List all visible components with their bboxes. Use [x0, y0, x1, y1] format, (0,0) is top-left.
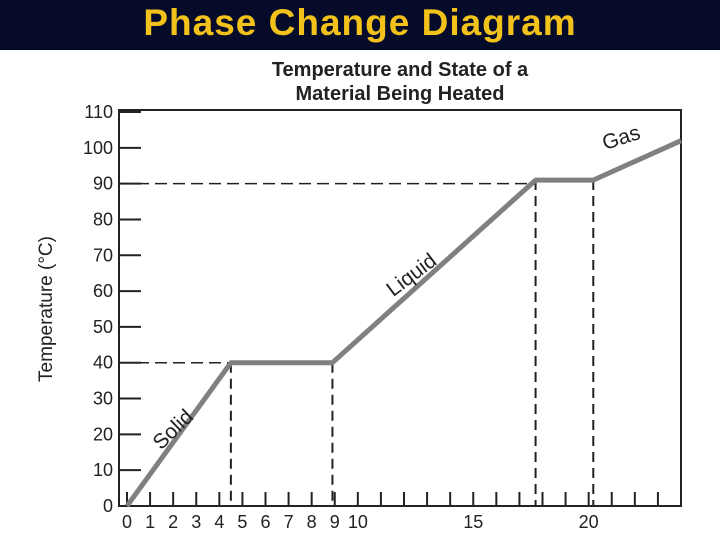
- y-tick-label: 90: [93, 174, 113, 194]
- plot-frame: [119, 110, 681, 506]
- slide-title: Phase Change Diagram: [0, 2, 720, 44]
- x-tick-label: 20: [579, 512, 599, 532]
- chart-title-line: Material Being Heated: [296, 83, 505, 105]
- y-tick-label: 100: [83, 138, 113, 158]
- y-tick-label: 10: [93, 460, 113, 480]
- y-tick-label: 110: [84, 102, 113, 122]
- y-tick-label: 40: [93, 353, 113, 373]
- y-axis-label: Temperature (°C): [36, 236, 57, 382]
- phase-label: Solid: [148, 405, 198, 454]
- x-tick-label: 8: [307, 512, 317, 532]
- title-banner: Phase Change Diagram: [0, 0, 720, 50]
- y-tick-label: 50: [93, 317, 113, 337]
- heating-curve-line: [127, 141, 681, 506]
- x-tick-label: 15: [463, 512, 483, 532]
- y-tick-label: 80: [93, 209, 113, 229]
- x-tick-label: 1: [145, 512, 155, 532]
- phase-label: Gas: [599, 121, 643, 155]
- y-tick-label: 20: [93, 424, 113, 444]
- x-tick-label: 6: [260, 512, 270, 532]
- x-tick-label: 9: [330, 512, 340, 532]
- x-tick-label: 2: [168, 512, 178, 532]
- chart-title-line: Temperature and State of a: [272, 59, 529, 81]
- x-tick-label: 3: [191, 512, 201, 532]
- data-series: [127, 141, 681, 506]
- y-tick-label: 60: [93, 281, 113, 301]
- y-tick-label: 30: [93, 389, 113, 409]
- y-tick-label: 0: [103, 496, 113, 516]
- y-tick-label: 70: [93, 245, 113, 265]
- x-tick-label: 10: [348, 512, 368, 532]
- x-tick-label: 7: [284, 512, 294, 532]
- x-tick-label: 5: [237, 512, 247, 532]
- x-tick-label: 0: [122, 512, 132, 532]
- x-tick-label: 4: [214, 512, 224, 532]
